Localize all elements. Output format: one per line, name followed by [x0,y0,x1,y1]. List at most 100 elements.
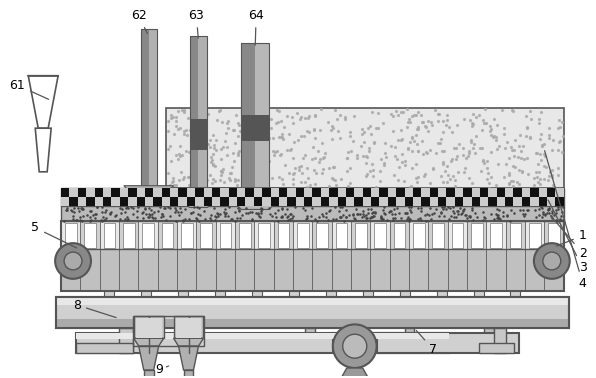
Bar [326,291,336,297]
Bar [279,197,287,206]
Bar [405,197,413,206]
Bar [390,249,409,291]
Bar [104,223,115,248]
Bar [530,187,539,197]
Bar [95,187,103,197]
Polygon shape [139,346,159,370]
Bar [448,222,467,249]
Bar [246,197,254,206]
Bar [76,333,449,353]
Text: 62: 62 [131,9,147,34]
Bar [246,187,254,197]
Bar [136,197,145,206]
Bar [494,328,506,353]
Bar [241,43,255,187]
Bar [479,343,514,353]
Bar [351,249,371,291]
Bar [510,223,522,248]
Bar [141,291,151,297]
Bar [474,291,483,297]
Bar [429,249,448,291]
Bar [221,197,229,206]
Polygon shape [337,368,372,378]
Bar [128,197,136,206]
Bar [496,197,505,206]
Bar [471,223,483,248]
Bar [78,197,86,206]
Bar [252,291,262,297]
Bar [138,249,158,291]
Bar [258,223,270,248]
Bar [190,36,207,187]
Bar [390,222,409,249]
Bar [555,187,564,197]
Bar [371,249,390,291]
Bar [136,318,162,338]
Bar [76,333,449,339]
Circle shape [333,324,377,368]
Bar [510,291,520,297]
Text: 8: 8 [73,299,116,318]
Bar [145,187,153,197]
Bar [237,197,246,206]
Bar [61,249,80,291]
Bar [446,187,455,197]
Bar [393,223,405,248]
Bar [86,197,95,206]
Bar [437,291,446,297]
Bar [363,291,372,297]
Bar [61,206,564,222]
Bar [293,249,312,291]
Bar [304,197,312,206]
Bar [70,197,78,206]
Bar [235,222,254,249]
Text: 1: 1 [557,229,586,246]
Bar [166,108,564,187]
Bar [522,197,530,206]
Bar [547,187,555,197]
Bar [181,223,193,248]
Bar [333,333,449,353]
Circle shape [543,252,561,270]
Bar [488,197,496,206]
Bar [203,187,212,197]
Bar [70,187,78,197]
Bar [452,223,463,248]
Bar [120,197,128,206]
Bar [61,187,564,206]
Bar [61,222,80,249]
Bar [141,29,157,186]
Bar [229,187,237,197]
Bar [190,36,207,187]
Bar [216,249,235,291]
Bar [506,222,525,249]
Bar [413,197,421,206]
Circle shape [534,243,570,279]
Bar [153,187,162,197]
Bar [388,197,396,206]
Bar [346,197,354,206]
Text: 3: 3 [548,200,586,274]
Bar [84,223,96,248]
Bar [514,197,522,206]
Bar [104,291,114,297]
Bar [305,328,315,346]
Bar [145,197,153,206]
Text: 7: 7 [416,330,437,356]
Bar [86,187,95,197]
Bar [254,249,274,291]
Bar [241,43,269,187]
Bar [120,187,128,197]
Text: 61: 61 [10,79,49,99]
Bar [119,249,138,291]
Bar [95,197,103,206]
Bar [409,249,429,291]
Bar [138,222,158,249]
Bar [80,249,100,291]
Bar [178,291,188,297]
Bar [371,187,380,197]
Bar [304,187,312,197]
Bar [346,187,354,197]
Bar [337,197,346,206]
Bar [56,297,569,328]
